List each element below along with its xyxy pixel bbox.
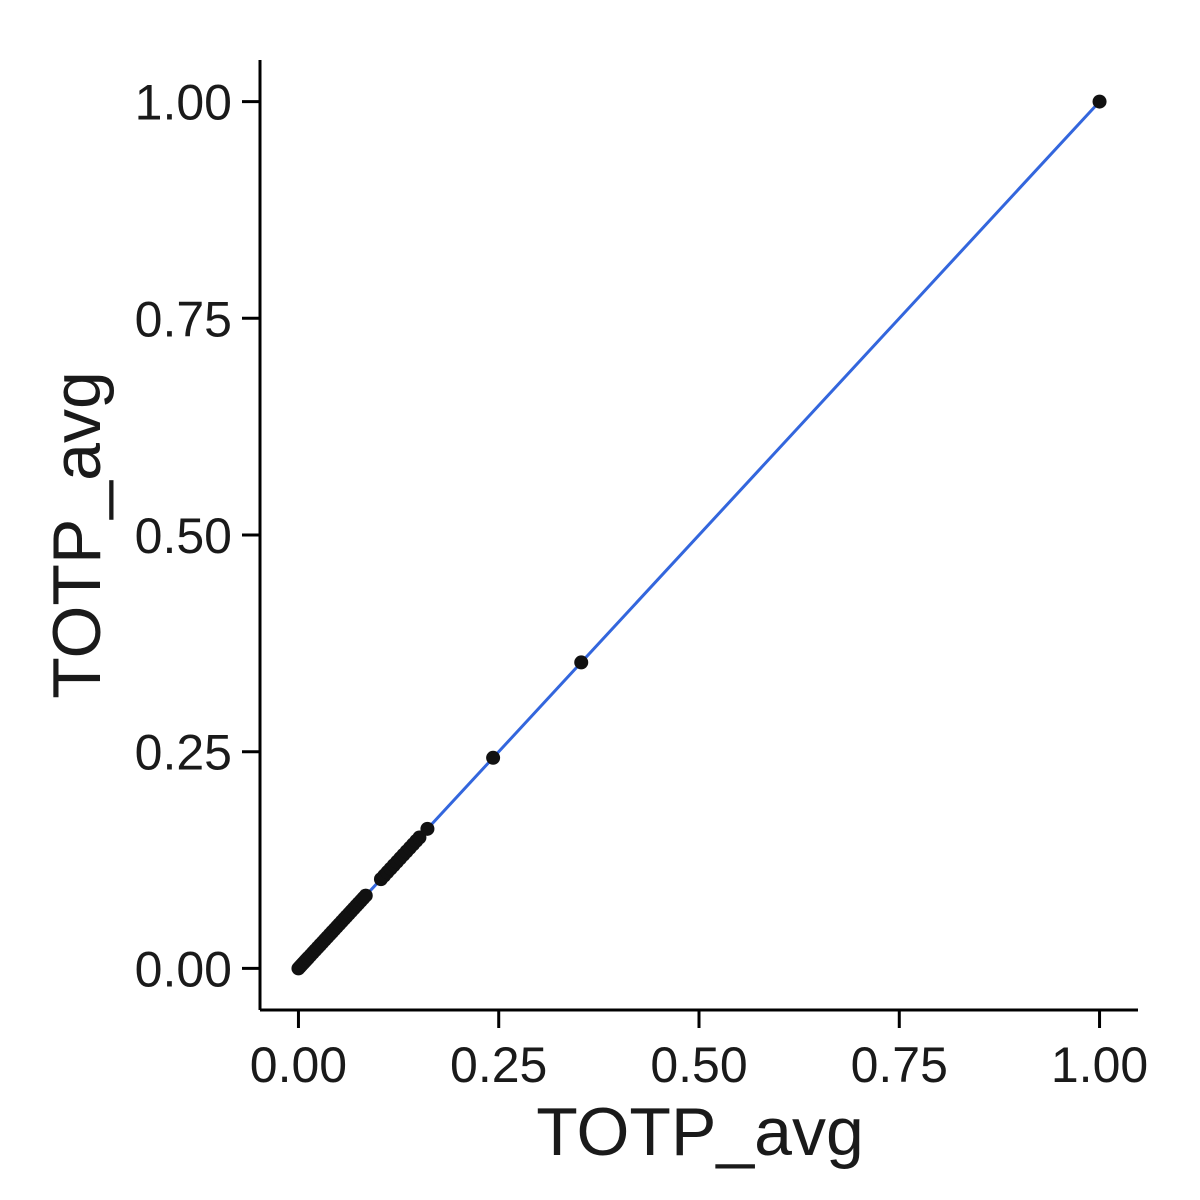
y-tick-label: 0.00 <box>135 941 232 997</box>
scatter-point <box>358 888 373 903</box>
x-tick-label: 0.50 <box>650 1037 747 1093</box>
x-tick-label: 0.25 <box>450 1037 547 1093</box>
x-tick-label: 0.00 <box>250 1037 347 1093</box>
scatter-point <box>574 655 589 670</box>
y-axis-title: TOTP_avg <box>39 371 115 699</box>
scatter-point <box>486 750 501 765</box>
y-axis-ticks: 0.00 0.25 0.50 0.75 1.00 <box>135 75 260 997</box>
scatter-point <box>1092 94 1107 109</box>
plot-area <box>291 94 1107 976</box>
points-layer <box>291 94 1107 976</box>
y-tick-label: 0.75 <box>135 291 232 347</box>
x-tick-label: 0.75 <box>851 1037 948 1093</box>
y-tick-label: 0.25 <box>135 725 232 781</box>
y-tick-label: 1.00 <box>135 75 232 131</box>
scatter-point <box>420 821 435 836</box>
x-axis-ticks: 0.00 0.25 0.50 0.75 1.00 <box>250 1010 1148 1093</box>
x-axis-title: TOTP_avg <box>536 1094 864 1170</box>
x-tick-label: 1.00 <box>1051 1037 1148 1093</box>
y-tick-label: 0.50 <box>135 508 232 564</box>
